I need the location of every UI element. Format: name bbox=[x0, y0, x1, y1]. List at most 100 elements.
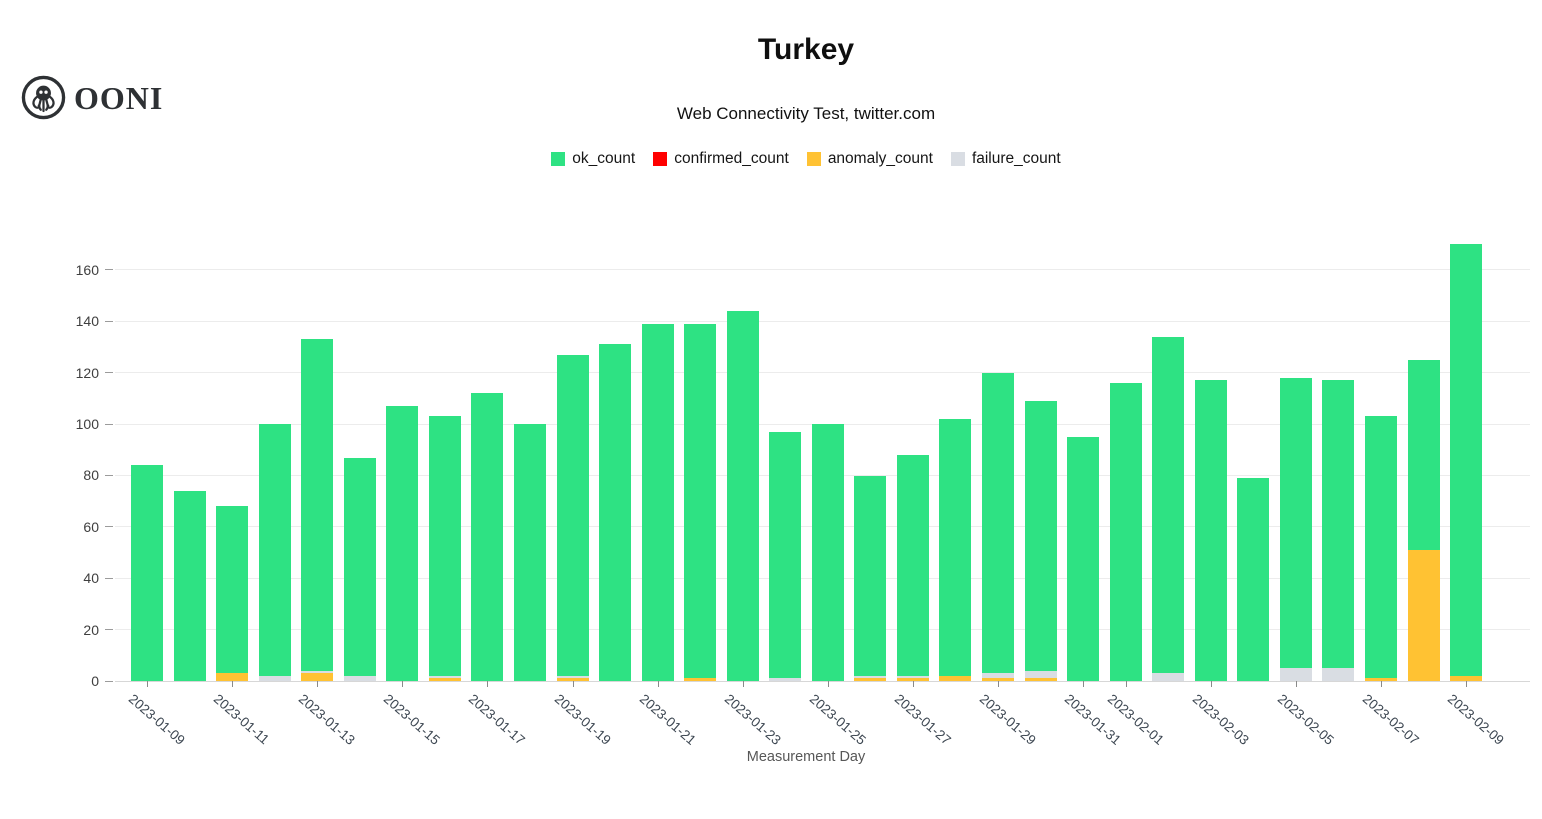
bar-segment-anomaly_count-2023-01-22[interactable] bbox=[684, 678, 717, 681]
y-axis-tick bbox=[105, 577, 113, 579]
x-axis-tick-label: 2023-02-07 bbox=[1359, 691, 1422, 748]
legend-item-ok_count[interactable]: ok_count bbox=[551, 150, 635, 168]
y-axis-tick-label: 100 bbox=[75, 416, 99, 433]
x-axis-tick bbox=[1210, 681, 1212, 687]
bar-segment-failure_count-2023-01-30[interactable] bbox=[1024, 670, 1057, 679]
y-axis-tick-label: 160 bbox=[75, 261, 99, 278]
bar-segment-ok_count-2023-02-06[interactable] bbox=[1322, 380, 1355, 669]
bar-segment-anomaly_count-2023-01-30[interactable] bbox=[1024, 678, 1057, 681]
bar-segment-anomaly_count-2023-01-13[interactable] bbox=[301, 673, 334, 681]
legend-item-failure_count[interactable]: failure_count bbox=[950, 150, 1061, 168]
y-axis-tick-label: 120 bbox=[75, 364, 99, 381]
bar-segment-ok_count-2023-01-27[interactable] bbox=[896, 454, 929, 676]
x-axis-tick-label: 2023-01-17 bbox=[466, 691, 529, 748]
legend-swatch-confirmed_count bbox=[653, 152, 668, 166]
bar-segment-ok_count-2023-02-04[interactable] bbox=[1237, 478, 1270, 681]
bar-segment-anomaly_count-2023-01-27[interactable] bbox=[896, 678, 929, 681]
bar-segment-ok_count-2023-02-07[interactable] bbox=[1364, 416, 1397, 679]
legend-item-anomaly_count[interactable]: anomaly_count bbox=[806, 150, 933, 168]
bar-segment-failure_count-2023-01-29[interactable] bbox=[982, 673, 1014, 679]
bar-segment-failure_count-2023-01-27[interactable] bbox=[896, 675, 929, 679]
bar-segment-anomaly_count-2023-02-08[interactable] bbox=[1407, 549, 1440, 681]
bar-segment-ok_count-2023-01-29[interactable] bbox=[982, 372, 1014, 674]
chart-header: Turkey Web Connectivity Test, twitter.co… bbox=[70, 0, 1542, 200]
y-axis-tick-label: 40 bbox=[83, 570, 99, 587]
legend-swatch-ok_count bbox=[551, 152, 566, 166]
bar-segment-ok_count-2023-01-21[interactable] bbox=[641, 323, 674, 681]
bar-segment-failure_count-2023-01-12[interactable] bbox=[258, 675, 291, 681]
bar-segment-failure_count-2023-01-14[interactable] bbox=[343, 675, 376, 681]
legend-swatch-anomaly_count bbox=[806, 152, 821, 166]
x-axis-tick-label: 2023-01-21 bbox=[636, 691, 699, 748]
y-axis-tick bbox=[105, 526, 113, 528]
bar-segment-failure_count-2023-01-26[interactable] bbox=[854, 675, 887, 679]
grid-line bbox=[115, 269, 1530, 271]
bar-segment-ok_count-2023-02-09[interactable] bbox=[1450, 244, 1483, 676]
ooni-logo: OONI bbox=[20, 74, 163, 121]
bar-segment-anomaly_count-2023-02-09[interactable] bbox=[1450, 675, 1483, 681]
bar-segment-ok_count-2023-01-19[interactable] bbox=[556, 354, 589, 676]
bar-segment-anomaly_count-2023-02-07[interactable] bbox=[1364, 678, 1397, 681]
x-axis-tick bbox=[147, 681, 148, 687]
bar-segment-ok_count-2023-02-08[interactable] bbox=[1407, 359, 1440, 550]
x-axis-tick-label: 2023-01-23 bbox=[721, 691, 784, 748]
x-axis-tick bbox=[998, 681, 999, 687]
bar-segment-ok_count-2023-01-09[interactable] bbox=[131, 465, 163, 681]
bar-segment-ok_count-2023-01-14[interactable] bbox=[343, 457, 376, 676]
y-axis-tick bbox=[105, 372, 113, 374]
bar-segment-ok_count-2023-01-26[interactable] bbox=[854, 475, 887, 676]
bar-segment-failure_count-2023-01-16[interactable] bbox=[428, 675, 461, 679]
bar-segment-ok_count-2023-01-12[interactable] bbox=[258, 424, 291, 676]
bar-segment-ok_count-2023-02-03[interactable] bbox=[1194, 380, 1227, 681]
bar-segment-ok_count-2023-01-13[interactable] bbox=[301, 339, 334, 671]
bar-segment-anomaly_count-2023-01-11[interactable] bbox=[216, 673, 249, 681]
y-axis-tick-label: 80 bbox=[83, 467, 99, 484]
bar-segment-ok_count-2023-01-18[interactable] bbox=[513, 424, 546, 681]
bar-segment-ok_count-2023-01-25[interactable] bbox=[811, 424, 844, 681]
bar-segment-ok_count-2023-01-30[interactable] bbox=[1024, 401, 1057, 671]
bar-segment-ok_count-2023-01-24[interactable] bbox=[769, 431, 802, 679]
bar-segment-anomaly_count-2023-01-16[interactable] bbox=[428, 678, 461, 681]
bar-segment-failure_count-2023-01-24[interactable] bbox=[769, 678, 802, 681]
bar-segment-failure_count-2023-02-02[interactable] bbox=[1152, 673, 1185, 681]
plot-area: 0 20 40 60 80 100 120 140 160 2023-01-09 2023-01-1… bbox=[76, 230, 1530, 748]
bar-segment-anomaly_count-2023-01-29[interactable] bbox=[982, 678, 1014, 681]
ooni-octopus-icon bbox=[20, 74, 67, 121]
y-axis-tick-label: 0 bbox=[91, 673, 99, 689]
x-axis-tick bbox=[1125, 681, 1127, 687]
legend-label: failure_count bbox=[971, 150, 1061, 167]
bar-segment-failure_count-2023-02-05[interactable] bbox=[1279, 668, 1312, 681]
x-axis-tick bbox=[912, 681, 914, 687]
bar-segment-ok_count-2023-01-16[interactable] bbox=[428, 416, 461, 676]
legend-label: anomaly_count bbox=[827, 150, 933, 167]
x-axis-tick bbox=[402, 681, 404, 687]
x-axis-tick-label: 2023-02-03 bbox=[1189, 691, 1252, 748]
bar-segment-anomaly_count-2023-01-26[interactable] bbox=[854, 678, 887, 681]
bar-segment-anomaly_count-2023-01-19[interactable] bbox=[556, 678, 589, 681]
bar-segment-failure_count-2023-02-06[interactable] bbox=[1322, 668, 1355, 681]
legend-item-confirmed_count[interactable]: confirmed_count bbox=[653, 150, 789, 168]
x-axis-tick bbox=[742, 681, 744, 687]
bar-segment-ok_count-2023-01-10[interactable] bbox=[173, 490, 206, 681]
x-axis-tick bbox=[487, 681, 489, 687]
bar-segment-ok_count-2023-01-15[interactable] bbox=[386, 406, 419, 681]
bar-segment-ok_count-2023-01-22[interactable] bbox=[684, 323, 717, 679]
bar-segment-ok_count-2023-01-17[interactable] bbox=[471, 393, 504, 681]
bar-segment-failure_count-2023-01-19[interactable] bbox=[556, 675, 589, 679]
bar-segment-ok_count-2023-02-05[interactable] bbox=[1279, 377, 1312, 669]
x-axis-tick bbox=[657, 681, 659, 687]
bar-segment-failure_count-2023-01-13[interactable] bbox=[301, 670, 334, 674]
bar-segment-ok_count-2023-01-20[interactable] bbox=[599, 344, 632, 681]
chart-subtitle: Web Connectivity Test, twitter.com bbox=[676, 104, 936, 123]
bar-segment-anomaly_count-2023-01-28[interactable] bbox=[939, 675, 972, 681]
bar-segment-ok_count-2023-01-11[interactable] bbox=[216, 506, 249, 674]
bar-segment-ok_count-2023-02-01[interactable] bbox=[1109, 383, 1142, 681]
grid-line bbox=[115, 423, 1530, 425]
bar-segment-ok_count-2023-02-02[interactable] bbox=[1152, 336, 1185, 674]
page-title: Turkey bbox=[757, 33, 855, 66]
x-axis-tick bbox=[1380, 681, 1382, 687]
x-axis-tick-label: 2023-01-09 bbox=[125, 691, 188, 748]
bar-segment-ok_count-2023-01-23[interactable] bbox=[726, 311, 759, 681]
bar-segment-ok_count-2023-01-31[interactable] bbox=[1067, 436, 1100, 681]
bar-segment-ok_count-2023-01-28[interactable] bbox=[939, 418, 972, 676]
